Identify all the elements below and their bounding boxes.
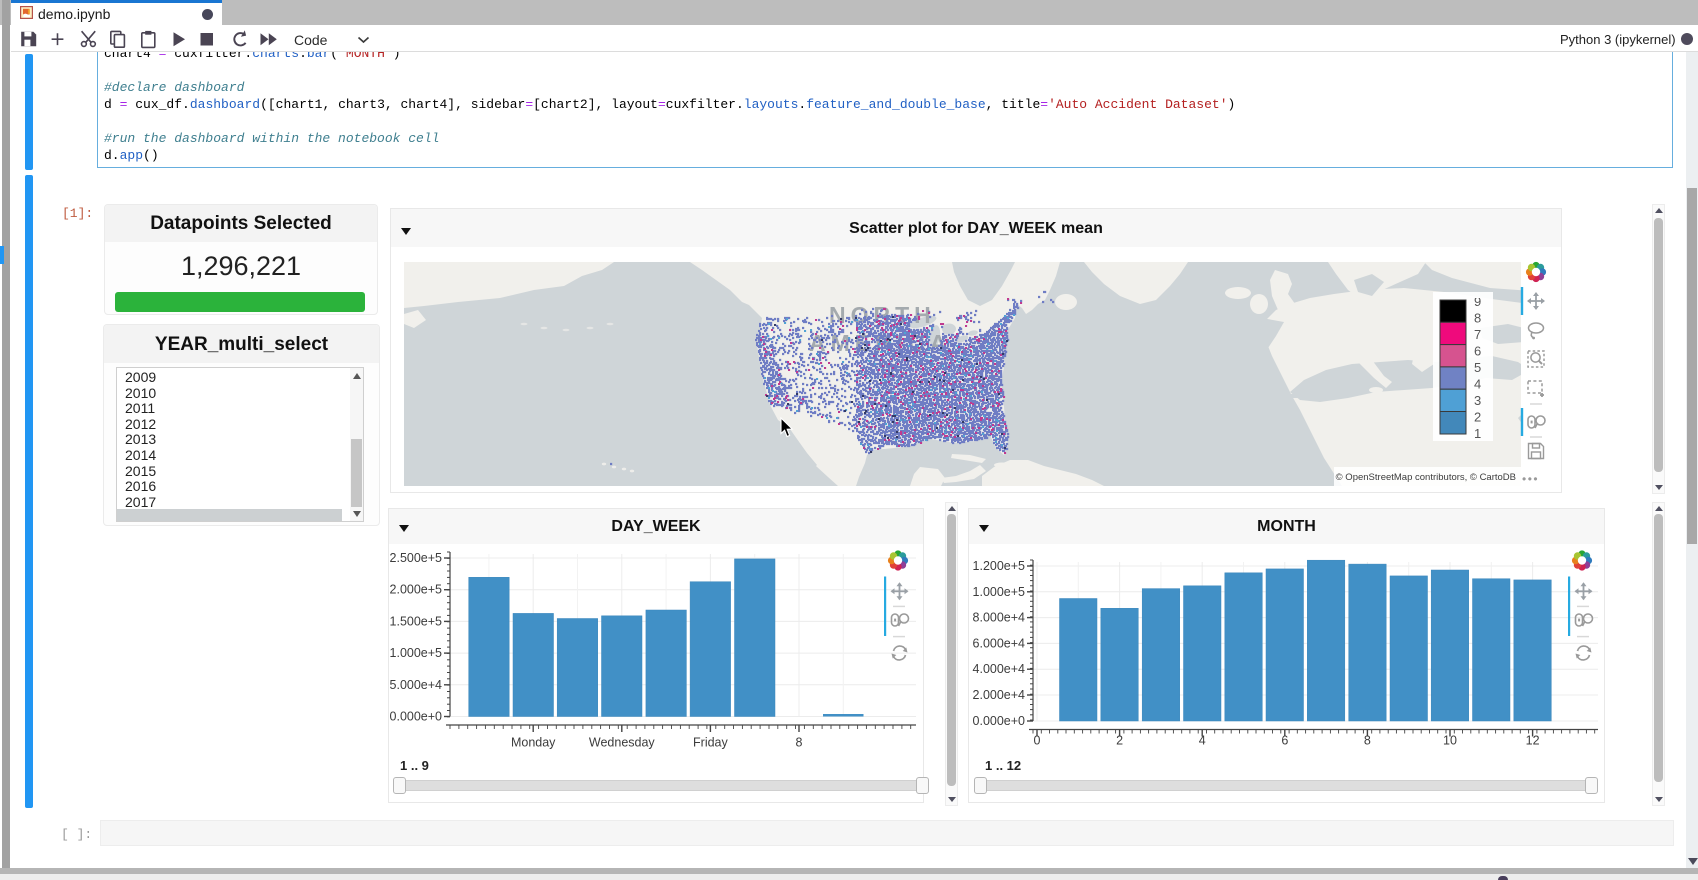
svg-text:1.000e+5: 1.000e+5 [973,585,1026,599]
svg-text:5: 5 [1474,360,1481,375]
svg-text:9: 9 [1474,298,1481,309]
svg-text:2.500e+5: 2.500e+5 [390,551,442,565]
svg-text:2.000e+4: 2.000e+4 [973,688,1026,702]
svg-text:10: 10 [1443,734,1457,748]
svg-text:Friday: Friday [693,736,728,750]
svg-text:8.000e+4: 8.000e+4 [973,611,1026,625]
svg-text:0: 0 [1034,734,1041,748]
svg-text:© OpenStreetMap contributors,: © OpenStreetMap contributors, © CartoDB [1336,472,1516,483]
svg-text:6: 6 [1474,344,1481,359]
svg-text:Wednesday: Wednesday [589,736,656,750]
svg-text:7: 7 [1474,327,1481,342]
svg-text:0.000e+0: 0.000e+0 [973,714,1026,728]
svg-text:8: 8 [1474,311,1481,326]
svg-text:2.000e+5: 2.000e+5 [390,583,442,597]
svg-text:6.000e+4: 6.000e+4 [973,636,1026,650]
svg-text:4.000e+4: 4.000e+4 [973,662,1026,676]
svg-text:6: 6 [1281,734,1288,748]
svg-text:1.200e+5: 1.200e+5 [973,559,1026,573]
svg-text:8: 8 [1364,734,1371,748]
svg-text:4: 4 [1474,377,1481,392]
svg-text:3: 3 [1474,393,1481,408]
svg-text:Monday: Monday [511,736,556,750]
svg-text:2: 2 [1116,734,1123,748]
svg-text:1.500e+5: 1.500e+5 [390,614,442,628]
svg-text:12: 12 [1526,734,1540,748]
svg-text:5.000e+4: 5.000e+4 [390,678,442,692]
svg-text:1.000e+5: 1.000e+5 [390,646,442,660]
svg-text:8: 8 [796,736,803,750]
svg-text:1: 1 [1474,426,1481,438]
svg-text:4: 4 [1199,734,1206,748]
svg-text:0.000e+0: 0.000e+0 [390,710,442,724]
svg-text:2: 2 [1474,410,1481,425]
